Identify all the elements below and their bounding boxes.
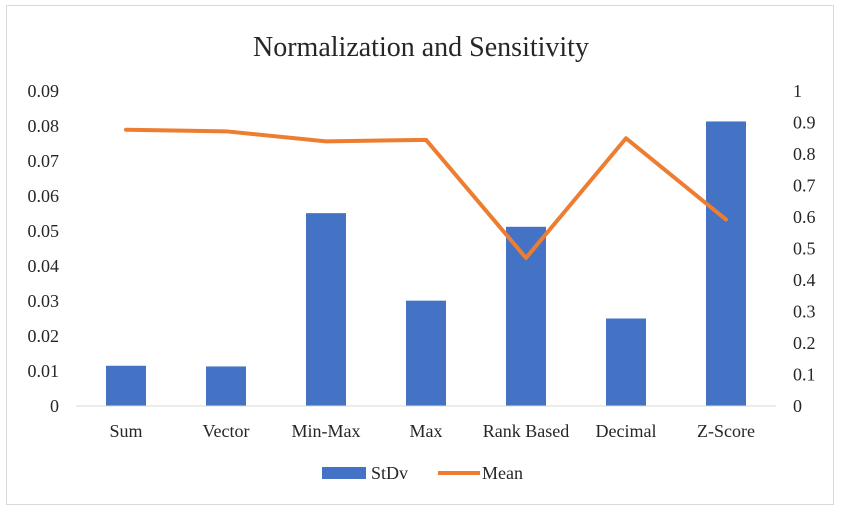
right-tick-label: 0.2 <box>793 333 816 353</box>
left-tick-label: 0.08 <box>28 116 60 136</box>
right-tick-label: 0.9 <box>793 113 816 133</box>
right-tick-label: 0.7 <box>793 176 816 196</box>
right-y-axis: 0 0.1 0.2 0.3 0.4 0.5 0.6 0.7 0.8 0.9 1 <box>793 81 816 416</box>
left-tick-label: 0.01 <box>28 361 60 381</box>
mean-line <box>124 127 728 260</box>
legend-swatch-stdv <box>322 467 366 479</box>
legend-label-mean: Mean <box>482 463 523 483</box>
stdv-bar-rank-based <box>506 226 546 406</box>
left-tick-label: 0.07 <box>28 151 60 171</box>
stdv-bar-min-max <box>306 213 346 406</box>
mean-line-path <box>124 127 728 260</box>
left-tick-label: 0.02 <box>28 326 60 346</box>
stdv-bar-z-score <box>706 121 746 406</box>
x-tick-label: Vector <box>203 421 250 441</box>
stdv-bars <box>106 121 746 406</box>
left-tick-label: 0.09 <box>28 81 60 101</box>
stdv-bar-sum <box>106 365 146 406</box>
left-y-axis: 0 0.01 0.02 0.03 0.04 0.05 0.06 0.07 0.08 0.09 <box>28 81 60 416</box>
chart-title: Normalization and Sensitivity <box>253 32 589 63</box>
legend: StDv Mean <box>322 463 523 483</box>
stdv-bar-max <box>406 300 446 406</box>
right-tick-label: 0.5 <box>793 239 816 259</box>
x-tick-label: Rank Based <box>483 421 569 441</box>
x-tick-label: Max <box>410 421 443 441</box>
stdv-bar-decimal <box>606 318 646 406</box>
right-tick-label: 0.6 <box>793 207 816 227</box>
right-tick-label: 0.1 <box>793 365 816 385</box>
stdv-bar-vector <box>206 366 246 406</box>
legend-label-stdv: StDv <box>371 463 408 483</box>
right-tick-label: 0.4 <box>793 270 816 290</box>
x-tick-label: Decimal <box>596 421 657 441</box>
left-tick-label: 0 <box>50 396 59 416</box>
x-tick-label: Z-Score <box>697 421 755 441</box>
left-tick-label: 0.05 <box>28 221 60 241</box>
left-tick-label: 0.03 <box>28 291 60 311</box>
x-tick-label: Min-Max <box>292 421 361 441</box>
left-tick-label: 0.06 <box>28 186 60 206</box>
right-tick-label: 0.8 <box>793 144 816 164</box>
x-axis-labels: Sum Vector Min-Max Max Rank Based Decimal Z-Sc… <box>109 421 755 441</box>
chart-frame <box>6 5 834 505</box>
right-tick-label: 1 <box>793 81 802 101</box>
right-tick-label: 0.3 <box>793 302 816 322</box>
x-tick-label: Sum <box>109 421 142 441</box>
right-tick-label: 0 <box>793 396 802 416</box>
left-tick-label: 0.04 <box>28 256 60 276</box>
